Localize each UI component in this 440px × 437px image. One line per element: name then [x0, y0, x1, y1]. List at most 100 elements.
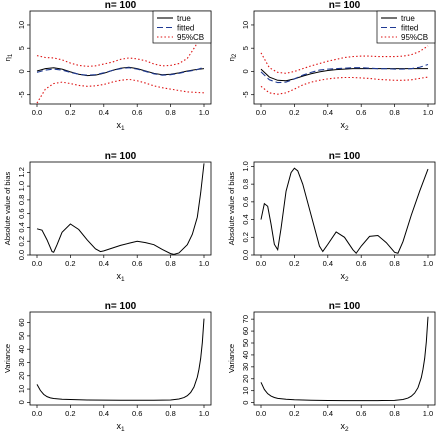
panel-title: n= 100	[329, 301, 361, 312]
series-line-95cb-4	[260, 76, 429, 95]
x-tick-label: 0.6	[132, 259, 142, 268]
y-tick-label: 0.6	[241, 197, 250, 207]
x-tick-label: 0.2	[289, 259, 299, 268]
panel-title: n= 100	[105, 0, 137, 11]
x-tick-label: 0.4	[99, 259, 109, 268]
y-tick-label: 10	[241, 21, 250, 29]
x-tick-label: 0.4	[323, 108, 333, 117]
y-tick-label: 0.8	[241, 179, 250, 189]
x-tick-label: 1.0	[423, 108, 433, 117]
y-tick-label: 0	[17, 69, 26, 73]
x-tick-label: 0.0	[32, 259, 42, 268]
y-axis-label: Absolute value of bias	[3, 172, 12, 246]
y-tick-label: 0.2	[17, 236, 26, 246]
plot-frame	[29, 161, 212, 256]
y-axis-label: η2	[227, 53, 238, 61]
series-line-curve-1	[260, 167, 429, 255]
legend-label: 95%CB	[177, 33, 204, 42]
x-tick-label: 0.2	[289, 409, 299, 418]
y-tick-label: 50	[17, 332, 26, 340]
x-tick-label: 0.0	[32, 409, 42, 418]
panel-4: n= 100 0.0 0.2 0.4 0.6 0.8 1.0 0.0 0.2 0.4 0.6 0.8 1…	[227, 151, 436, 283]
y-tick-label: 1.0	[17, 181, 26, 191]
y-tick-label: 70	[241, 315, 250, 323]
y-tick-label: 0.0	[17, 250, 26, 260]
y-tick-label: 30	[17, 358, 26, 366]
x-tick-label: 0.8	[389, 409, 399, 418]
y-tick-label: 0.6	[17, 208, 26, 218]
legend-label: fitted	[177, 24, 194, 33]
x-tick-label: 1.0	[199, 409, 209, 418]
legend-label: 95%CB	[401, 33, 428, 42]
x-tick-label: 0.4	[99, 409, 109, 418]
x-tick-label: 0.8	[165, 409, 175, 418]
x-tick-label: 0.0	[256, 259, 266, 268]
y-axis-label: Variance	[227, 344, 236, 373]
series-line-95cb-3	[260, 45, 429, 74]
x-tick-label: 0.2	[65, 108, 75, 117]
y-tick-label: 20	[241, 375, 250, 383]
panel-5: n= 100 0.0 0.2 0.4 0.6 0.8 1.0 0 10 20 30 40 50 60 x1 V…	[3, 301, 212, 433]
x-tick-label: 0.4	[323, 259, 333, 268]
y-axis-label: Variance	[3, 344, 12, 373]
x-tick-label: 1.0	[199, 108, 209, 117]
y-tick-label: 0	[241, 69, 250, 73]
y-axis-label: η1	[3, 53, 14, 61]
x-axis-label: x1	[116, 120, 125, 132]
x-tick-label: 0.6	[132, 108, 142, 117]
y-tick-label: -5	[241, 91, 250, 98]
x-axis-label: x2	[340, 421, 349, 433]
plot-frame	[253, 311, 436, 406]
x-tick-label: 0.6	[356, 108, 366, 117]
panel-3: n= 100 0.0 0.2 0.4 0.6 0.8 1.0 0.0 0.2 0.4 0.6 0.8 1…	[3, 151, 212, 283]
x-tick-label: 0.4	[99, 108, 109, 117]
y-tick-label: 10	[17, 21, 26, 29]
y-tick-label: 0.8	[17, 195, 26, 205]
panel-title: n= 100	[329, 151, 361, 162]
legend-label: true	[177, 14, 191, 23]
x-axis-label: x2	[340, 271, 349, 283]
x-tick-label: 0.8	[165, 108, 175, 117]
y-tick-label: 0.2	[241, 232, 250, 242]
x-tick-label: 1.0	[423, 259, 433, 268]
x-tick-label: 0.8	[389, 108, 399, 117]
y-tick-label: 60	[17, 318, 26, 326]
x-tick-label: 0.6	[132, 409, 142, 418]
x-tick-label: 0.8	[165, 259, 175, 268]
y-tick-label: 1.0	[241, 161, 250, 171]
panel-title: n= 100	[105, 151, 137, 162]
x-tick-label: 0.4	[323, 409, 333, 418]
panel-title: n= 100	[105, 301, 137, 312]
y-tick-label: 0.4	[17, 222, 26, 232]
x-tick-label: 0.0	[256, 409, 266, 418]
series-line-curve-1	[36, 163, 205, 255]
y-tick-label: 20	[17, 372, 26, 380]
x-axis-label: x1	[116, 421, 125, 433]
x-tick-label: 0.2	[289, 108, 299, 117]
y-tick-label: 1.2	[17, 167, 26, 177]
series-line-fitted-2	[36, 66, 205, 76]
y-tick-label: 30	[241, 363, 250, 371]
x-axis-label: x1	[116, 271, 125, 283]
y-tick-label: 0.0	[241, 250, 250, 260]
y-tick-label: 60	[241, 327, 250, 335]
x-tick-label: 0.6	[356, 409, 366, 418]
y-tick-label: 5	[241, 46, 250, 50]
series-line-95cb-4	[36, 78, 205, 104]
y-tick-label: 0	[241, 401, 250, 405]
y-tick-label: 0	[17, 400, 26, 404]
x-tick-label: 0.0	[32, 108, 42, 117]
plot-frame	[29, 10, 212, 105]
x-tick-label: 1.0	[199, 259, 209, 268]
plot-frame	[253, 10, 436, 105]
series-line-fitted-2	[260, 63, 429, 84]
x-tick-label: 0.2	[65, 259, 75, 268]
y-tick-label: 50	[241, 339, 250, 347]
x-tick-label: 1.0	[423, 409, 433, 418]
x-tick-label: 0.8	[389, 259, 399, 268]
series-line-95cb-3	[36, 13, 205, 67]
plot-frame	[253, 161, 436, 256]
x-tick-label: 0.0	[256, 108, 266, 117]
